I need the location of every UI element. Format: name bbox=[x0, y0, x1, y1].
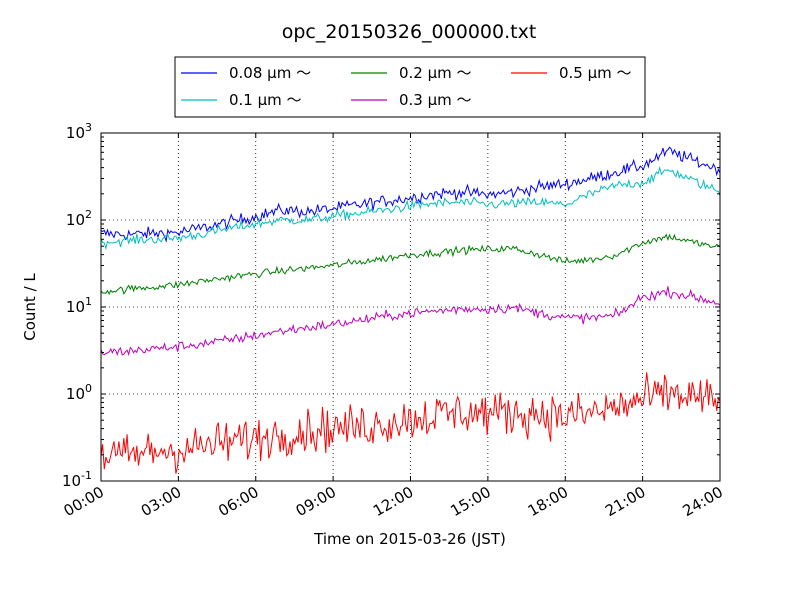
legend-label: 0.3 μm ～ bbox=[399, 91, 472, 109]
x-tick-label: 09:00 bbox=[293, 483, 339, 520]
series-line bbox=[100, 372, 721, 474]
x-tick-label: 15:00 bbox=[447, 483, 493, 520]
y-tick-label: 100 bbox=[66, 382, 92, 403]
series-line bbox=[100, 233, 721, 296]
x-tick-label: 12:00 bbox=[370, 483, 416, 520]
series-line bbox=[100, 146, 721, 243]
chart-title: opc_20150326_000000.txt bbox=[282, 21, 537, 43]
legend-label: 0.5 μm ～ bbox=[559, 64, 632, 82]
y-tick-label: 103 bbox=[66, 121, 92, 142]
legend: 0.08 μm ～ 0.1 μm ～ 0.2 μm ～ 0.3 μm ～ 0.5 μm … bbox=[174, 56, 646, 118]
y-axis-tick-labels: 10-1 100 101 102 103 bbox=[62, 121, 92, 490]
legend-box bbox=[174, 56, 646, 118]
y-tick-label: 10-1 bbox=[62, 469, 92, 490]
x-tick-label: 03:00 bbox=[138, 483, 184, 520]
series-line bbox=[100, 286, 721, 357]
legend-label: 0.1 μm ～ bbox=[229, 91, 302, 109]
plot-area bbox=[101, 133, 720, 481]
series-line bbox=[100, 165, 721, 251]
legend-label: 0.08 μm ～ bbox=[229, 64, 311, 82]
axis-ticks bbox=[100, 132, 721, 482]
x-tick-label: 06:00 bbox=[215, 483, 261, 520]
x-tick-label: 18:00 bbox=[525, 483, 571, 520]
series-layer bbox=[100, 146, 721, 474]
x-tick-label: 24:00 bbox=[680, 483, 726, 520]
x-tick-label: 21:00 bbox=[602, 483, 648, 520]
y-tick-label: 102 bbox=[66, 208, 92, 229]
x-axis-tick-labels: 00:00 03:00 06:00 09:00 12:00 15:00 18:00 21:00… bbox=[61, 483, 726, 520]
y-axis-label: Count / L bbox=[21, 273, 39, 341]
y-tick-label: 101 bbox=[66, 295, 92, 316]
x-axis-label: Time on 2015-03-26 (JST) bbox=[313, 530, 506, 548]
legend-label: 0.2 μm ～ bbox=[399, 64, 472, 82]
